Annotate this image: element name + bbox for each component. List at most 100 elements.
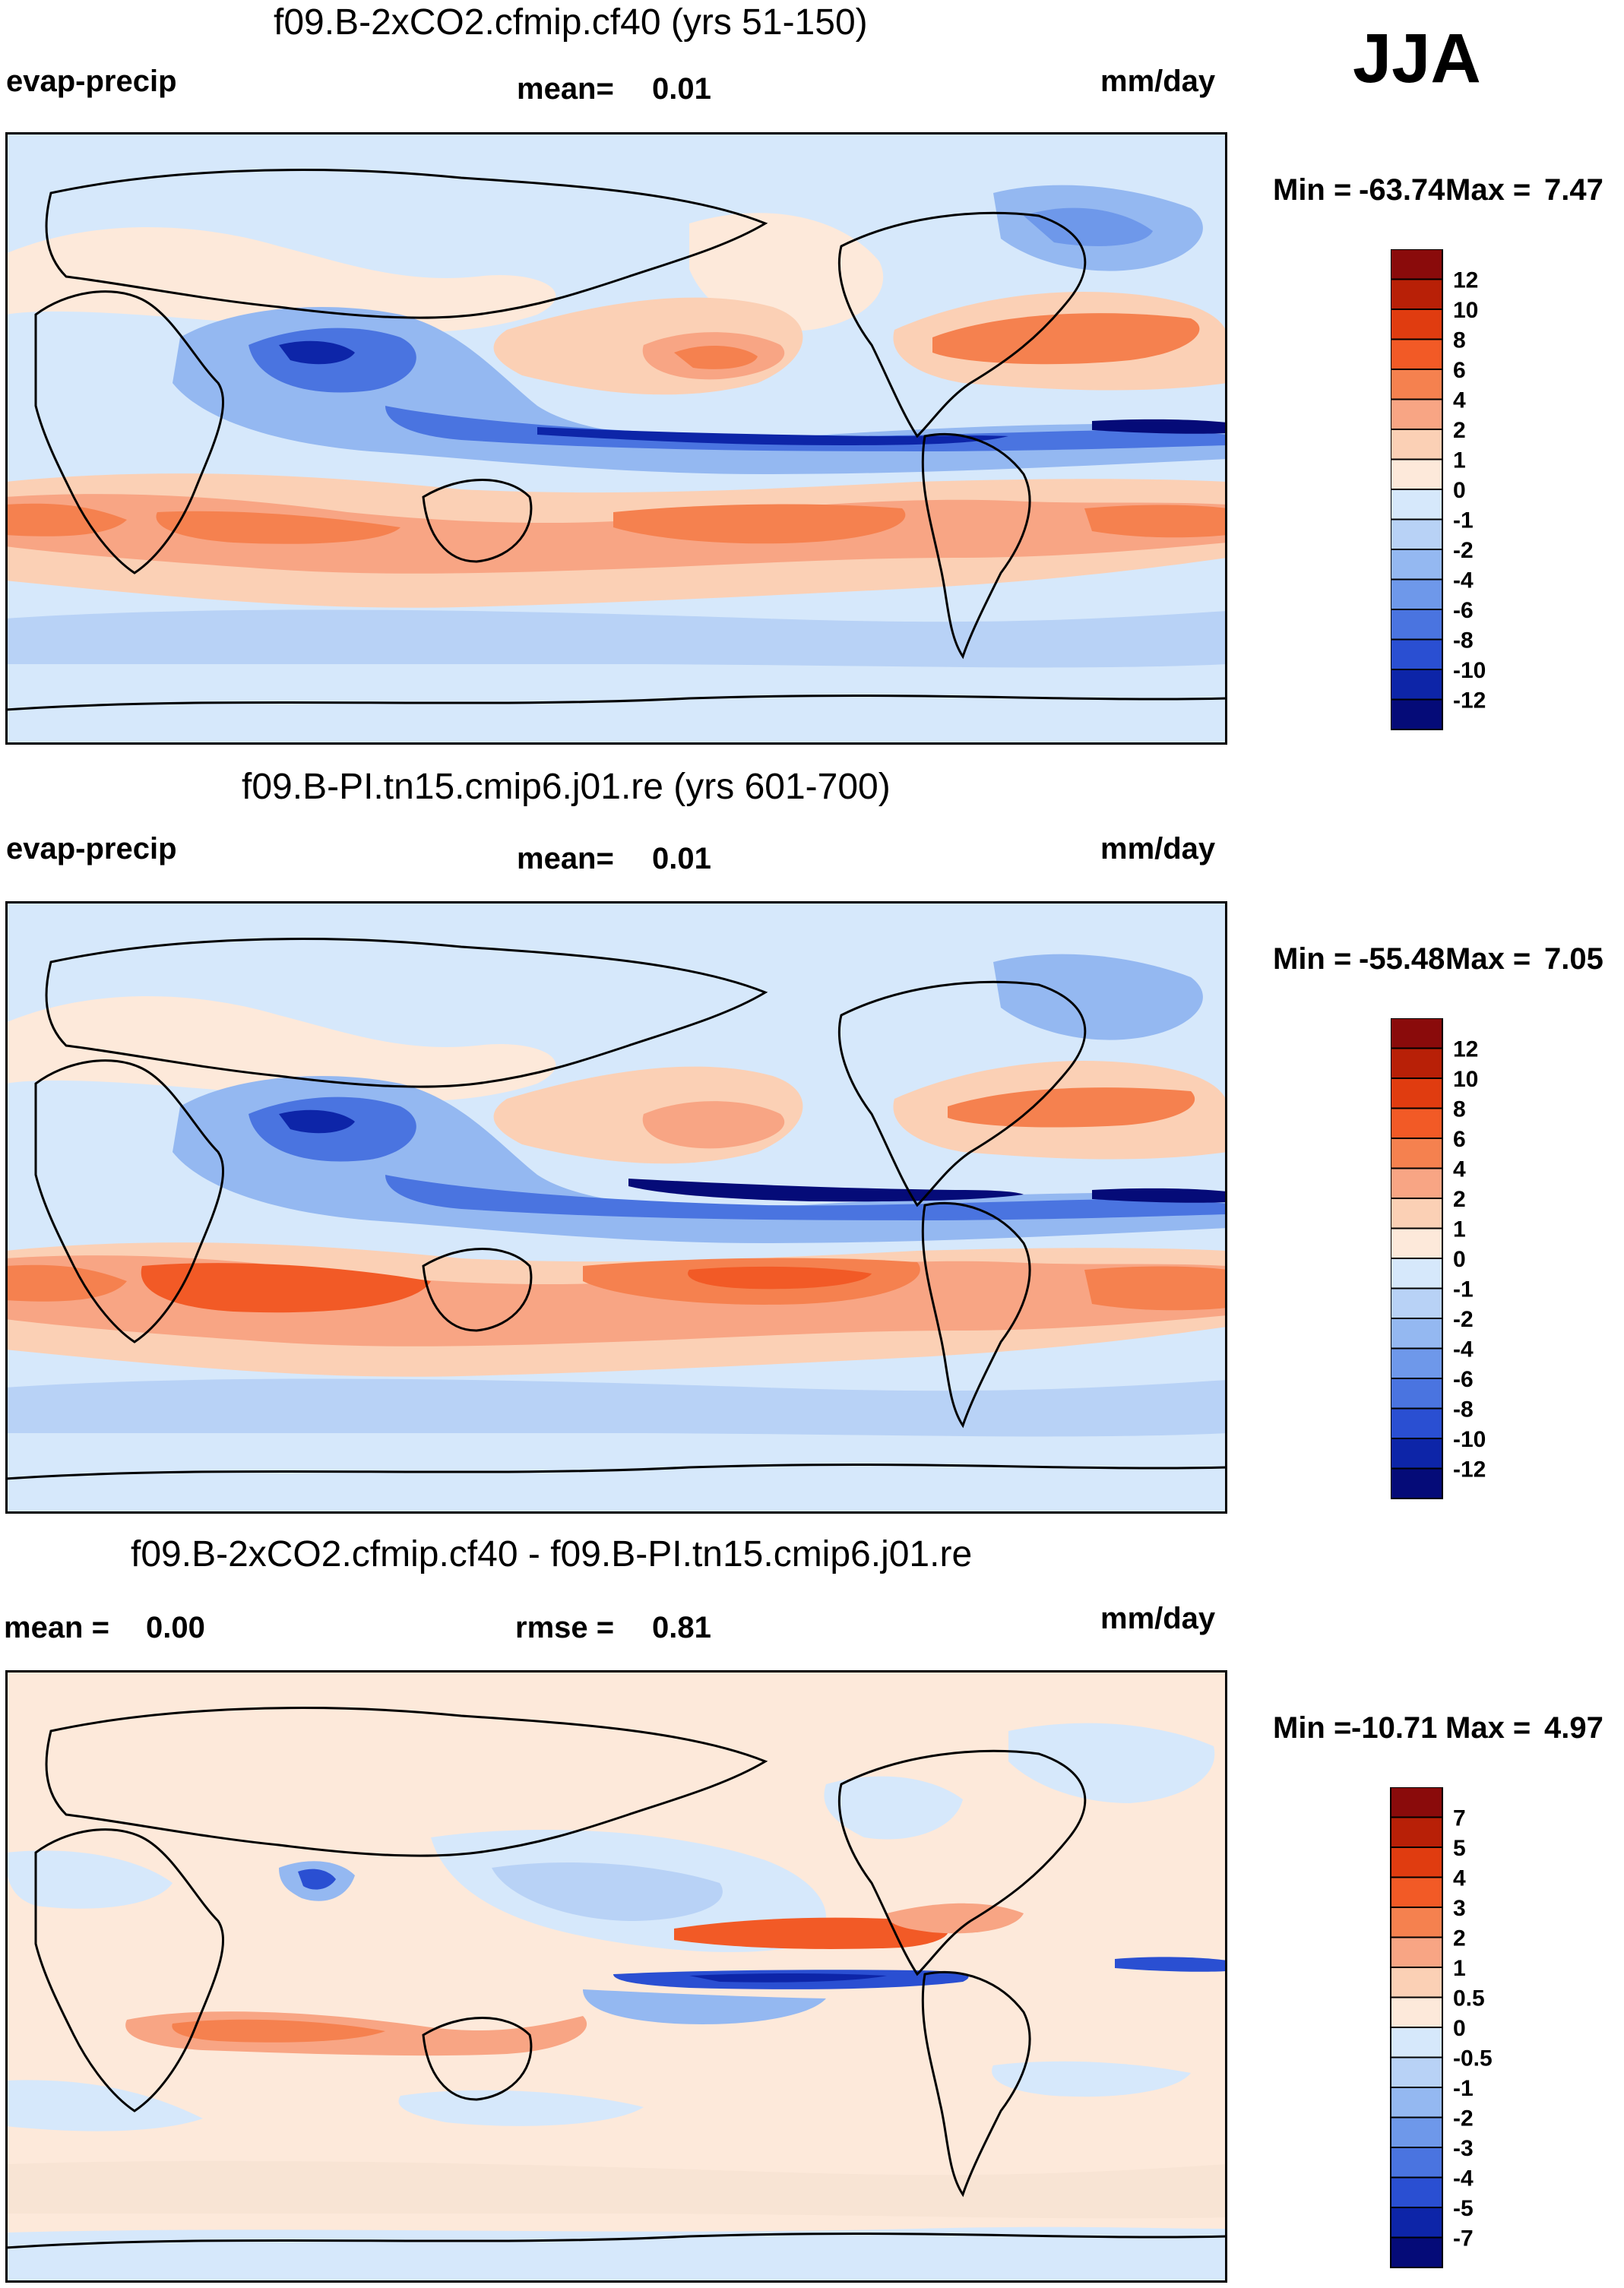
- panel-3-colorbar-box: [1390, 2176, 1443, 2208]
- panel-3-colorbar-tick: -7: [1453, 2226, 1474, 2252]
- panel-1-colorbar-box: [1391, 249, 1443, 280]
- panel-1-colorbar-tick: 6: [1453, 358, 1466, 383]
- panel-3-colorbar-box: [1390, 1907, 1443, 1938]
- panel-1-colorbar-box: [1391, 518, 1443, 550]
- panel-1-max-value: 7.47: [1544, 173, 1603, 207]
- panel-2-colorbar-box: [1391, 1258, 1443, 1290]
- panel-2-colorbar-box: [1391, 1347, 1443, 1379]
- panel-2-colorbar-tick: 8: [1453, 1097, 1466, 1122]
- panel-2-colorbar-box: [1391, 1018, 1443, 1049]
- panel-1-map: [5, 132, 1227, 745]
- panel-2-colorbar-tick: 6: [1453, 1127, 1466, 1152]
- panel-2-colorbar-box: [1391, 1047, 1443, 1079]
- panel-1-mean-value: 0.01: [652, 72, 711, 106]
- panel-2-colorbar-box: [1391, 1198, 1443, 1229]
- panel-3-colorbar-box: [1390, 1876, 1443, 1908]
- panel-3-colorbar-tick: 2: [1453, 1926, 1466, 1951]
- panel-2-colorbar-box: [1391, 1438, 1443, 1470]
- panel-3-mean-label: mean =: [4, 1611, 109, 1644]
- panel-3-rmse-value: 0.81: [652, 1611, 711, 1644]
- panel-2-colorbar-tick: 0: [1453, 1247, 1466, 1272]
- panel-3-colorbar-box: [1390, 2147, 1443, 2179]
- panel-2-colorbar-tick: 4: [1453, 1157, 1466, 1182]
- panel-3-map: [5, 1670, 1227, 2283]
- panel-3-colorbar-box: [1390, 1787, 1443, 1818]
- panel-1-units: mm/day: [1100, 65, 1216, 98]
- panel-1-mean-label: mean=: [517, 72, 614, 106]
- panel-2-colorbar-box: [1391, 1167, 1443, 1199]
- panel-2-colorbar-box: [1391, 1078, 1443, 1109]
- panel-3-rmse-label: rmse =: [515, 1611, 615, 1644]
- panel-1-colorbar-tick: 12: [1453, 268, 1478, 293]
- panel-3-colorbar: 7 5 4 3 2 1 0.5 0 -0.5 -1 -2 -3 -4 -5 -7: [1390, 1787, 1493, 2268]
- panel-3-min-value: -10.71: [1351, 1711, 1438, 1745]
- panel-1-colorbar-box: [1391, 309, 1443, 340]
- panel-2-max-label: Max =: [1445, 942, 1531, 976]
- panel-2-colorbar-box: [1391, 1318, 1443, 1350]
- panel-3-colorbar-tick: 0: [1453, 2016, 1466, 2041]
- panel-2-colorbar-tick: 2: [1453, 1187, 1466, 1212]
- panel-1-colorbar-tick: -6: [1453, 598, 1474, 623]
- panel-1-colorbar-box: [1391, 338, 1443, 370]
- panel-2-min-value: -55.48: [1359, 942, 1445, 976]
- panel-2-colorbar-tick: -8: [1453, 1397, 1474, 1422]
- panel-3-colorbar-tick: -1: [1453, 2076, 1474, 2101]
- panel-3-colorbar-box: [1390, 2236, 1443, 2268]
- panel-3-colorbar-box: [1390, 1967, 1443, 1998]
- panel-3-colorbar-tick: -5: [1453, 2196, 1474, 2221]
- panel-1-colorbar-tick: -1: [1453, 508, 1474, 533]
- panel-1-colorbar-tick: 1: [1453, 448, 1466, 473]
- panel-2-max-value: 7.05: [1544, 942, 1603, 976]
- panel-1-colorbar-box: [1391, 549, 1443, 581]
- panel-2-mean-label: mean=: [517, 842, 614, 875]
- panel-2-colorbar-box: [1391, 1407, 1443, 1439]
- panel-3-min-label: Min =: [1273, 1711, 1352, 1745]
- panel-3-colorbar-box: [1390, 1936, 1443, 1968]
- panel-3-colorbar-box: [1390, 1996, 1443, 2028]
- panel-2-colorbar-box: [1391, 1378, 1443, 1410]
- panel-2-colorbar-box: [1391, 1107, 1443, 1139]
- panel-2-units: mm/day: [1100, 832, 1216, 866]
- panel-1-min-value: -63.74: [1359, 173, 1445, 207]
- panel-3-colorbar-box: [1390, 2116, 1443, 2148]
- panel-1-colorbar-box: [1391, 429, 1443, 460]
- panel-1-min-label: Min =: [1273, 173, 1352, 207]
- panel-3-max-label: Max =: [1445, 1711, 1531, 1745]
- panel-3-colorbar-tick: -2: [1453, 2106, 1474, 2131]
- panel-2-colorbar-box: [1391, 1138, 1443, 1169]
- panel-1-title: f09.B-2xCO2.cfmip.cf40 (yrs 51-150): [274, 2, 868, 43]
- panel-3-max-value: 4.97: [1544, 1711, 1603, 1745]
- panel-1-colorbar-tick: 0: [1453, 478, 1466, 503]
- panel-3-colorbar-tick: -3: [1453, 2136, 1474, 2161]
- panel-2-colorbar-box: [1391, 1227, 1443, 1259]
- panel-1-colorbar-tick: 4: [1453, 388, 1466, 413]
- panel-1-colorbar-box: [1391, 638, 1443, 670]
- panel-3-colorbar-tick: 5: [1453, 1836, 1466, 1861]
- panel-2-colorbar-tick: -2: [1453, 1307, 1474, 1332]
- panel-1-colorbar-tick: -12: [1453, 688, 1486, 714]
- panel-1-colorbar-tick: -8: [1453, 628, 1474, 653]
- panel-2-map: [5, 901, 1227, 1514]
- panel-2-colorbar-tick: -4: [1453, 1337, 1474, 1362]
- panel-3-colorbar-tick: -0.5: [1453, 2046, 1493, 2071]
- panel-2-min-label: Min =: [1273, 942, 1352, 976]
- panel-1-colorbar-tick: 2: [1453, 418, 1466, 443]
- panel-3-colorbar-box: [1390, 1816, 1443, 1848]
- panel-1-colorbar-box: [1391, 669, 1443, 701]
- panel-1-colorbar-box: [1391, 578, 1443, 610]
- panel-3-colorbar-box: [1390, 2207, 1443, 2239]
- panel-1-colorbar-tick: 8: [1453, 328, 1466, 353]
- panel-3-title: f09.B-2xCO2.cfmip.cf40 - f09.B-PI.tn15.c…: [131, 1534, 973, 1574]
- panel-1-colorbar-tick: 10: [1453, 298, 1478, 323]
- panel-3-colorbar-tick: 4: [1453, 1866, 1466, 1891]
- panel-2-colorbar-box: [1391, 1287, 1443, 1319]
- panel-1-colorbar-box: [1391, 278, 1443, 310]
- panel-2-mean-value: 0.01: [652, 842, 711, 875]
- panel-1-colorbar-box: [1391, 698, 1443, 730]
- panel-3-mean-value: 0.00: [146, 1611, 205, 1644]
- panel-2-colorbar-box: [1391, 1467, 1443, 1499]
- panel-3-colorbar-tick: 7: [1453, 1806, 1466, 1831]
- season-label: JJA: [1353, 20, 1481, 97]
- panel-3-colorbar-box: [1390, 2056, 1443, 2088]
